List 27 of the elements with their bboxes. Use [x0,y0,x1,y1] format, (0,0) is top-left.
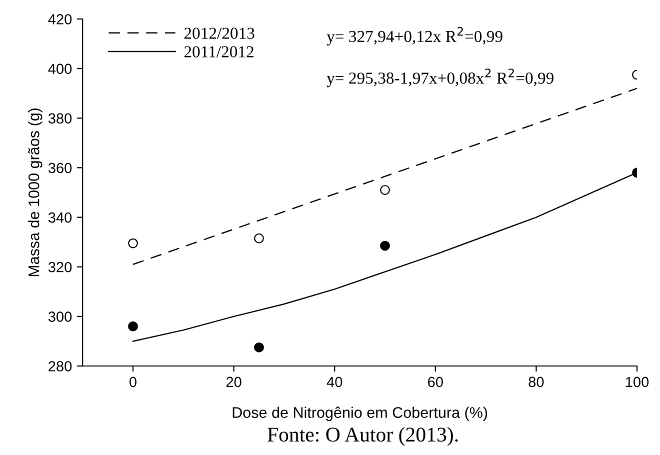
y-tick-label: 420 [48,14,72,24]
y-tick-label: 360 [48,162,72,174]
y-tick-label: 380 [48,113,72,124]
x-axis-title: Dose de Nitrogênio em Cobertura (%) [232,406,488,421]
x-tick-label: 80 [528,376,544,388]
y-tick-label: 280 [48,361,72,372]
y-tick-label: 300 [48,312,72,322]
x-tick-label: 20 [226,376,242,388]
point [254,233,264,244]
x-tick-label: 60 [428,376,443,388]
point [380,185,390,195]
y-axis-title: Massa de 1000 grãos (g) [28,108,42,276]
legend-label: 2012/2013 [184,28,254,39]
legend-label: 2011/2012 [184,46,254,58]
point [254,342,264,352]
point [380,240,390,251]
y-tick-label: 320 [48,262,72,272]
point [128,321,138,332]
x-tick-label: 100 [626,376,649,388]
source-note: Fonte: O Autor (2013). [268,427,458,446]
point [128,238,138,248]
y-tick-label: 400 [48,64,72,74]
annotation: y= 295,38-1,97x+0,08x$^{2}$ R$^{2}$=0,99 [326,68,554,88]
y-tick-label: 340 [48,212,72,223]
x-tick-label: 40 [326,376,342,388]
annotation: y= 327,94+0,12x R$^{2}$=0,99 [326,26,502,46]
x-tick-label: 0 [130,376,136,388]
